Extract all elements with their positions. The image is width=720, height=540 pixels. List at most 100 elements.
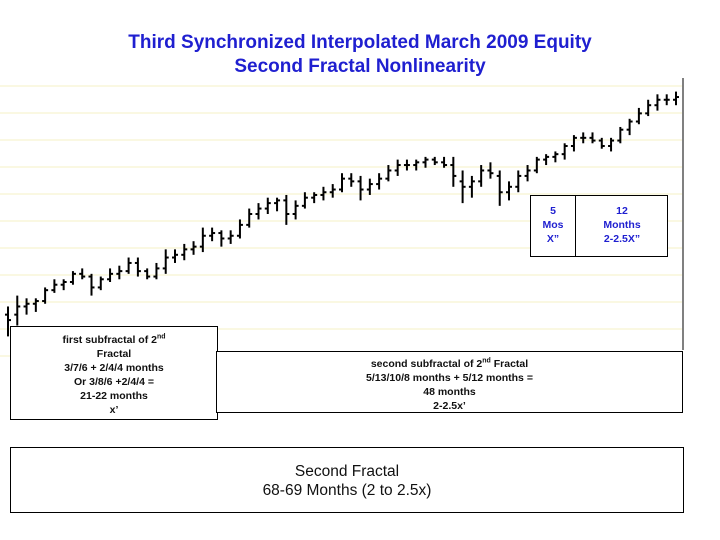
ohlc-bar <box>617 126 624 144</box>
ohlc-bar <box>69 271 76 285</box>
ohlc-bar <box>172 249 178 263</box>
ohlc-bar <box>264 197 271 214</box>
price-bars <box>5 91 679 337</box>
ohlc-bar <box>450 156 457 187</box>
ohlc-bar <box>487 162 494 179</box>
ohlc-bar <box>107 268 114 282</box>
ohlc-bar <box>162 249 169 274</box>
ohlc-bar <box>468 175 475 198</box>
ohlc-bar <box>339 173 345 193</box>
ohlc-bar <box>496 170 503 206</box>
ohlc-bar <box>561 143 568 160</box>
mos5-line2: Mos <box>542 219 564 231</box>
ohlc-bar <box>580 132 587 144</box>
ohlc-bar <box>301 192 308 209</box>
sub1-line4: Or 3/8/6 +2/4/4 = <box>74 376 154 388</box>
ohlc-bar <box>134 257 141 277</box>
ohlc-bar <box>608 137 615 152</box>
sub2-line1-sup: nd <box>482 357 491 365</box>
ohlc-bar <box>413 159 420 171</box>
sub2-line1a: second subfractal of 2 <box>370 358 483 370</box>
ohlc-bar <box>422 156 429 168</box>
first-subfractal-annotation: first subfractal of 2nd Fractal 3/7/6 + … <box>10 326 218 420</box>
ohlc-bar <box>199 227 206 253</box>
ohlc-bar <box>125 257 132 274</box>
sub1-line2: Fractal <box>96 348 132 360</box>
ohlc-bar <box>320 186 327 201</box>
ohlc-bar <box>329 184 336 198</box>
mos5-line3: X” <box>546 233 560 245</box>
ohlc-bar <box>570 135 577 152</box>
mos12-line3: 2-2.5X” <box>603 233 641 245</box>
sub1-line3: 3/7/6 + 2/4/4 months <box>64 362 164 374</box>
sub1-line6: x’ <box>109 404 119 416</box>
second-fractal-line1: Second Fractal <box>294 463 400 480</box>
five-months-cell: 5 Mos X” <box>531 196 576 256</box>
ohlc-bar <box>283 194 290 225</box>
ohlc-bar <box>255 203 262 220</box>
mos12-line1: 12 <box>616 205 628 217</box>
ohlc-bar <box>385 165 392 182</box>
ohlc-bar <box>635 107 642 125</box>
sub1-line1: first subfractal of 2 <box>62 334 157 346</box>
ohlc-bar <box>543 154 550 166</box>
ohlc-bar <box>292 200 299 220</box>
chart-subtitle: Second Fractal Nonlinearity <box>234 56 486 77</box>
ohlc-bar <box>209 227 216 242</box>
chart-title: Third Synchronized Interpolated March 20… <box>128 32 592 53</box>
ohlc-bar <box>524 165 531 182</box>
ohlc-bar <box>5 306 11 337</box>
mos12-line2: Months <box>603 219 641 231</box>
ohlc-bar <box>88 273 95 296</box>
ohlc-bar <box>589 132 596 144</box>
ohlc-bar <box>79 268 86 280</box>
ohlc-bar <box>42 287 49 304</box>
ohlc-bar <box>311 192 318 204</box>
ohlc-bar <box>51 279 58 293</box>
ohlc-bar <box>459 170 466 204</box>
second-subfractal-annotation: second subfractal of 2nd Fractal 5/13/10… <box>216 351 683 413</box>
ohlc-bar <box>116 265 123 280</box>
ohlc-bar <box>14 295 21 326</box>
ohlc-bar <box>654 94 661 111</box>
sub1-line5: 21-22 months <box>80 390 148 402</box>
ohlc-bar <box>394 159 401 176</box>
ohlc-bar <box>227 230 234 244</box>
second-fractal-annotation: Second Fractal 68-69 Months (2 to 2.5x) <box>10 447 684 513</box>
ohlc-bar <box>376 173 383 190</box>
ohlc-bar <box>626 118 633 136</box>
ohlc-bar <box>506 181 512 201</box>
ohlc-bar <box>32 298 39 312</box>
ohlc-bar <box>190 241 197 255</box>
sub2-line1b: Fractal <box>490 358 529 370</box>
sub2-line4: 2-2.5x’ <box>433 400 466 412</box>
second-fractal-line2: 68-69 Months (2 to 2.5x) <box>262 482 432 499</box>
sub2-line2: 5/13/10/8 months + 5/12 months = <box>366 372 533 384</box>
ohlc-bar <box>357 175 364 201</box>
ohlc-bar <box>366 178 373 195</box>
ohlc-bar <box>478 165 485 187</box>
ohlc-bar <box>23 298 30 315</box>
ohlc-bar <box>533 156 540 174</box>
ohlc-bar <box>218 230 225 247</box>
ohlc-bar <box>274 197 281 212</box>
ohlc-bar <box>515 170 522 193</box>
ohlc-bar <box>673 91 679 106</box>
ohlc-bar <box>236 219 243 239</box>
ohlc-bar <box>403 159 410 171</box>
twelve-months-cell: 12 Months 2-2.5X” <box>576 196 668 256</box>
ohlc-bar <box>552 151 559 163</box>
ohlc-bar <box>97 276 104 291</box>
months-annotation: 5 Mos X” 12 Months 2-2.5X” <box>530 195 668 257</box>
ohlc-bar <box>348 173 355 187</box>
ohlc-bar <box>663 94 670 106</box>
ohlc-bar <box>431 156 438 166</box>
ohlc-bar <box>153 262 160 280</box>
sub1-line1-sup: nd <box>156 333 166 341</box>
sub2-line3: 48 months <box>423 386 476 398</box>
ohlc-bar <box>246 208 253 228</box>
ohlc-bar <box>181 243 188 261</box>
ohlc-bar <box>144 268 151 280</box>
ohlc-bar <box>60 279 67 291</box>
ohlc-bar <box>645 99 652 117</box>
